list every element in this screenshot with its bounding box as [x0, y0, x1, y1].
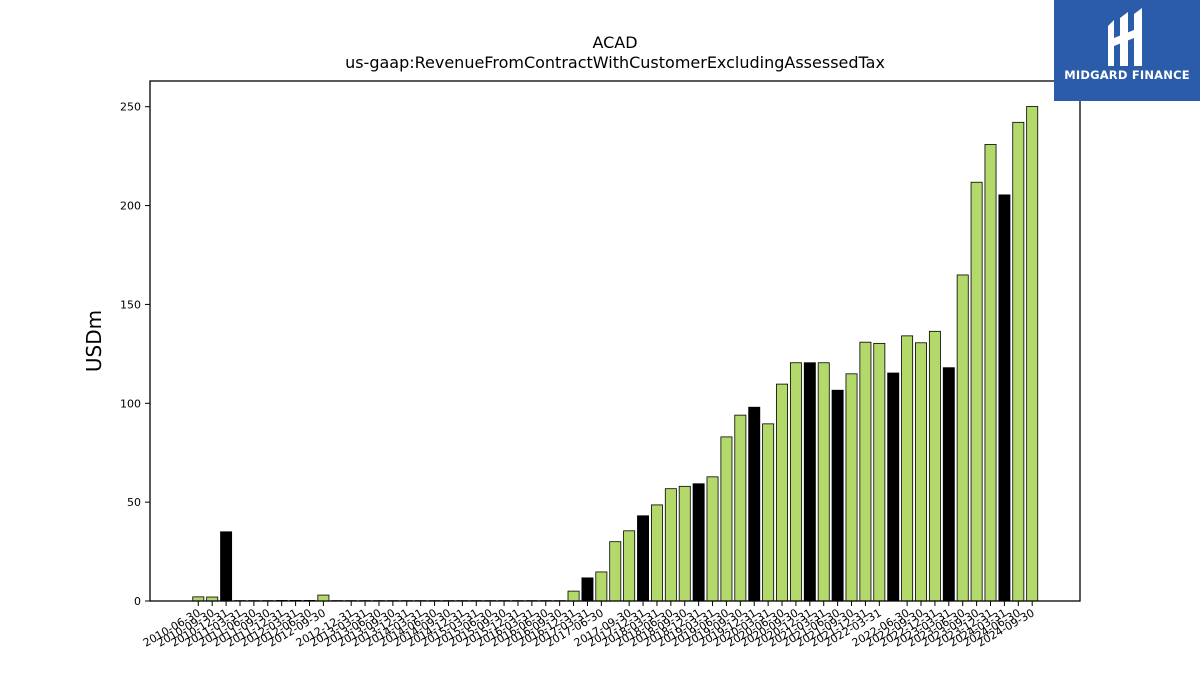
y-tick-label: 200: [120, 200, 141, 213]
y-axis-label: USDm: [82, 310, 106, 372]
bar: [1012, 121, 1025, 602]
bar: [970, 181, 983, 602]
bar: [803, 362, 816, 602]
bar: [789, 362, 802, 602]
y-tick-label: 100: [120, 397, 141, 410]
bar: [762, 423, 775, 602]
bar: [998, 194, 1011, 602]
bar: [845, 373, 858, 602]
y-tick-label: 0: [134, 595, 141, 608]
y-tick-label: 250: [120, 101, 141, 114]
plot-frame: [149, 80, 1081, 602]
midgard-logo-icon: [1108, 8, 1142, 66]
x-axis-ticks: 2010-06-302010-09-302010-12-312011-03-31…: [141, 601, 1037, 650]
bar: [901, 335, 914, 602]
y-tick-label: 150: [120, 298, 141, 311]
bar: [581, 577, 594, 602]
bar: [956, 274, 969, 602]
bar: [734, 414, 747, 602]
chart-title: ACAD: [592, 33, 637, 52]
midgard-finance-logo: MIDGARD FINANCE: [1054, 0, 1200, 101]
bar: [609, 541, 622, 602]
bar: [317, 594, 330, 602]
bar: [720, 436, 733, 602]
bar: [1026, 106, 1039, 602]
bar: [748, 406, 761, 602]
bar: [220, 531, 233, 602]
bar: [873, 342, 886, 602]
bar: [831, 389, 844, 602]
y-tick-label: 50: [127, 496, 141, 509]
bar: [942, 367, 955, 602]
bar: [776, 383, 788, 602]
bar: [567, 590, 580, 602]
bar: [692, 483, 705, 602]
y-axis-ticks: 0 50 100 150 200 250: [120, 101, 150, 608]
bar: [637, 515, 650, 602]
bar: [595, 571, 608, 602]
bars-group: [192, 106, 1039, 602]
bar: [984, 144, 997, 602]
bar: [706, 476, 719, 602]
bar: [664, 488, 677, 602]
bar: [859, 341, 872, 602]
chart-subtitle: us-gaap:RevenueFromContractWithCustomerE…: [345, 53, 885, 72]
bar: [817, 362, 830, 602]
bar: [887, 372, 900, 602]
bar: [623, 530, 636, 602]
bar: [678, 485, 691, 602]
bar: [650, 504, 663, 602]
brand-name: MIDGARD FINANCE: [1064, 68, 1190, 82]
bar: [928, 330, 941, 602]
bar: [915, 342, 927, 602]
